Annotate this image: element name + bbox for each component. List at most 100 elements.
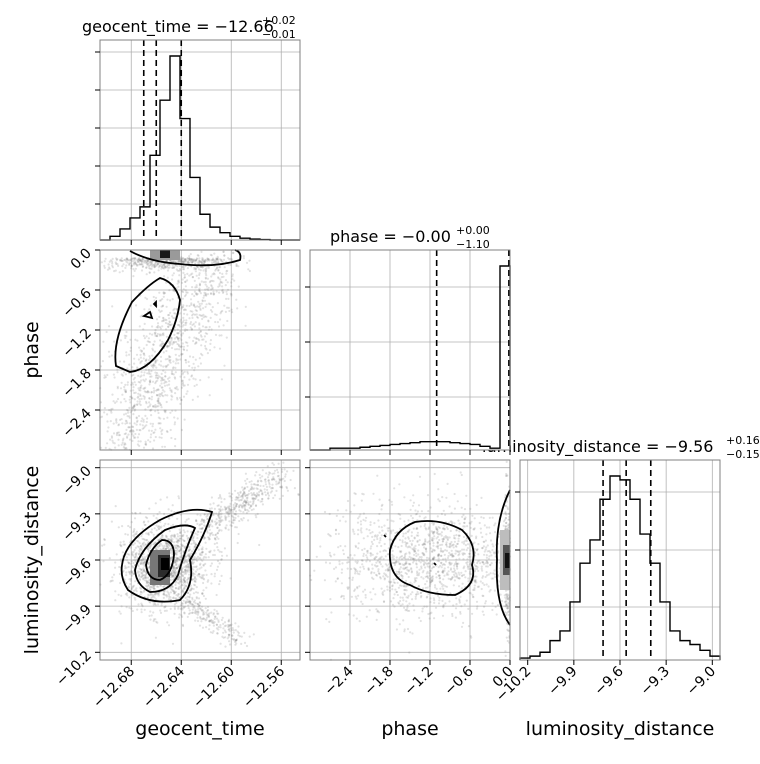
panel-lumdist-vs-geocent-time-scatter-point — [214, 543, 216, 545]
panel-lumdist-vs-geocent-time-scatter-point — [181, 591, 183, 593]
panel-phase-vs-geocent-time-scatter-point — [230, 293, 232, 295]
panel-lumdist-vs-geocent-time-scatter-point — [229, 509, 231, 511]
panel-phase-vs-geocent-time-scatter-point — [163, 296, 165, 298]
panel-phase-vs-geocent-time-scatter-point — [143, 335, 145, 337]
panel-lumdist-vs-phase-scatter-point — [457, 550, 459, 552]
panel-phase-vs-geocent-time-scatter-point — [148, 359, 150, 361]
panel-lumdist-vs-geocent-time-scatter-point — [252, 488, 254, 490]
panel-lumdist-vs-geocent-time-scatter-point — [124, 565, 126, 567]
panel-lumdist-vs-phase-scatter-point — [352, 531, 354, 533]
panel-lumdist-vs-geocent-time-scatter-point — [238, 494, 240, 496]
panel-phase-vs-geocent-time-scatter-point — [135, 384, 137, 386]
panel-lumdist-vs-geocent-time-scatter-point — [185, 585, 187, 587]
panel-lumdist-vs-phase-scatter-point — [379, 537, 381, 539]
panel-phase-vs-geocent-time-scatter-point — [147, 439, 149, 441]
panel-phase-vs-geocent-time-scatter-point — [185, 289, 187, 291]
panel-lumdist-vs-phase-scatter-point — [325, 561, 327, 563]
panel-lumdist-vs-geocent-time-scatter-point — [240, 504, 242, 506]
panel-phase-vs-geocent-time-scatter-point — [105, 376, 107, 378]
panel-lumdist-vs-phase-scatter-point — [417, 553, 419, 555]
panel-lumdist-vs-geocent-time-scatter-point — [203, 537, 205, 539]
panel-lumdist-vs-phase-scatter-point — [467, 580, 469, 582]
panel-lumdist-vs-geocent-time-scatter-point — [189, 548, 191, 550]
panel-lumdist-vs-phase-scatter-point — [469, 549, 471, 551]
panel-lumdist-vs-geocent-time-scatter-point — [248, 490, 250, 492]
panel-lumdist-vs-phase-scatter-point — [381, 556, 383, 558]
panel-phase-vs-geocent-time-scatter-point — [243, 257, 245, 259]
panel-lumdist-vs-geocent-time-scatter-point — [134, 549, 136, 551]
panel-phase-vs-geocent-time-scatter-point — [216, 267, 218, 269]
panel-lumdist-vs-geocent-time-scatter-point — [145, 574, 147, 576]
panel-phase-vs-geocent-time-scatter-point — [179, 397, 181, 399]
panel-phase-vs-geocent-time-scatter-point — [151, 355, 153, 357]
panel-lumdist-vs-geocent-time-scatter-point — [129, 573, 131, 575]
panel-phase-vs-geocent-time-scatter-point — [217, 302, 219, 304]
panel-lumdist-vs-geocent-time-scatter-point — [109, 557, 111, 559]
panel-phase-vs-geocent-time-scatter-point — [207, 258, 209, 260]
panel-phase-vs-geocent-time-scatter-point — [176, 268, 178, 270]
panel-phase-vs-geocent-time-scatter-point — [155, 374, 157, 376]
panel-lumdist-vs-geocent-time-scatter-point — [189, 609, 191, 611]
panel-lumdist-vs-phase-scatter-point — [376, 536, 378, 538]
panel-phase-vs-geocent-time-scatter-point — [207, 320, 209, 322]
panel-lumdist-vs-geocent-time-scatter-point — [138, 550, 140, 552]
panel-phase-vs-geocent-time-scatter-point — [153, 439, 155, 441]
panel-lumdist-vs-phase-scatter-point — [469, 553, 471, 555]
panel-lumdist-vs-geocent-time-scatter-point — [230, 577, 232, 579]
panel-phase-vs-geocent-time-scatter-point — [143, 387, 145, 389]
panel-phase-vs-geocent-time-scatter-point — [183, 324, 185, 326]
panel-phase-vs-geocent-time-scatter-point — [160, 377, 162, 379]
panel-lumdist-vs-geocent-time-scatter-point — [201, 606, 203, 608]
panel-phase-vs-geocent-time-scatter-point — [215, 334, 217, 336]
panel-lumdist-vs-geocent-time-scatter-point — [244, 507, 246, 509]
panel-phase-vs-geocent-time-scatter-point — [199, 283, 201, 285]
panel-lumdist-vs-geocent-time-scatter-point — [141, 546, 143, 548]
panel-phase-vs-geocent-time-scatter-point — [182, 353, 184, 355]
panel-phase-vs-geocent-time-scatter-point — [159, 402, 161, 404]
panel-lumdist-vs-phase-scatter-point — [462, 558, 464, 560]
panel-lumdist-vs-geocent-time-scatter-point — [241, 519, 243, 521]
panel-phase-vs-geocent-time-scatter-point — [189, 355, 191, 357]
panel-lumdist-vs-geocent-time-scatter-point — [174, 613, 176, 615]
panel-lumdist-vs-phase-scatter-point — [378, 611, 380, 613]
panel-lumdist-vs-geocent-time-scatter-point — [275, 483, 277, 485]
panel-lumdist-vs-phase-scatter-point — [461, 626, 463, 628]
panel-phase-vs-geocent-time-scatter-point — [245, 325, 247, 327]
panel-phase-vs-geocent-time-scatter-point — [205, 277, 207, 279]
panel-lumdist-vs-geocent-time-scatter-point — [139, 579, 141, 581]
panel-lumdist-vs-geocent-time-scatter-point — [124, 567, 126, 569]
panel-phase-vs-geocent-time-scatter-point — [131, 397, 133, 399]
panel-lumdist-vs-phase-scatter-point — [480, 528, 482, 530]
panel-lumdist-vs-phase-scatter-point — [449, 505, 451, 507]
panel-lumdist-vs-geocent-time-scatter-point — [292, 470, 294, 472]
panel-lumdist-vs-geocent-time-scatter-point — [119, 582, 121, 584]
panel-phase-vs-geocent-time-scatter-point — [184, 308, 186, 310]
panel-lumdist-vs-geocent-time-scatter-point — [194, 580, 196, 582]
panel-lumdist-vs-geocent-time-scatter-point — [199, 625, 201, 627]
panel-lumdist-vs-phase-scatter-point — [476, 504, 478, 506]
panel-phase-vs-geocent-time-scatter-point — [116, 258, 118, 260]
panel-phase-vs-geocent-time-scatter-point — [136, 424, 138, 426]
panel-lumdist-vs-geocent-time-scatter-point — [213, 625, 215, 627]
panel-lumdist-vs-phase-scatter-point — [399, 539, 401, 541]
panel-lumdist-vs-geocent-time-scatter-point — [286, 487, 288, 489]
panel-lumdist-vs-geocent-time-scatter-point — [134, 580, 136, 582]
panel-lumdist-vs-geocent-time-scatter-point — [252, 501, 254, 503]
panel-phase-vs-geocent-time-scatter-point — [205, 332, 207, 334]
panel-lumdist-vs-phase-scatter-point — [484, 524, 486, 526]
panel-lumdist-vs-phase-scatter-point — [422, 608, 424, 610]
panel-lumdist-vs-geocent-time-scatter-point — [142, 543, 144, 545]
panel-lumdist-vs-phase-scatter-point — [481, 568, 483, 570]
panel-phase-vs-geocent-time-scatter-point — [157, 405, 159, 407]
panel-phase-vs-geocent-time-scatter-point — [204, 345, 206, 347]
panel-phase-vs-geocent-time-scatter-point — [169, 387, 171, 389]
panel-phase-vs-geocent-time-scatter-point — [144, 415, 146, 417]
panel-phase-vs-geocent-time-scatter-point — [141, 351, 143, 353]
panel-phase-vs-geocent-time-scatter-point — [187, 267, 189, 269]
panel-lumdist-vs-geocent-time-scatter-point — [187, 596, 189, 598]
panel-lumdist-vs-geocent-time-scatter-point — [161, 536, 163, 538]
panel-lumdist-vs-geocent-time-scatter-point — [206, 574, 208, 576]
panel-lumdist-vs-geocent-time-scatter-point — [284, 468, 286, 470]
panel-phase-vs-geocent-time-scatter-point — [230, 281, 232, 283]
panel-lumdist-vs-phase-scatter-point — [437, 531, 439, 533]
